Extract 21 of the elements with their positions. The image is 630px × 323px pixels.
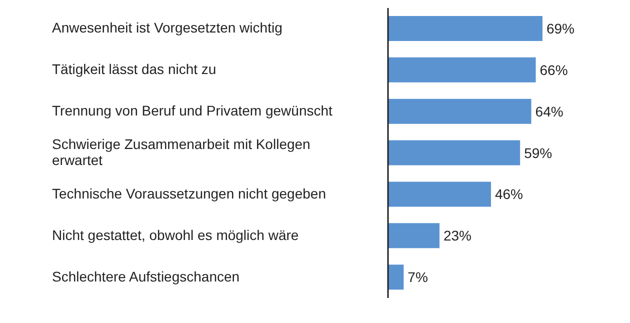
data-label: 59% [524,144,552,161]
bar [388,182,491,207]
data-label: 46% [494,186,524,202]
y-tick-label: Tätigkeit lässt das nicht zu [52,60,216,77]
bar [388,16,542,41]
bar [388,98,532,124]
y-tick-label: Schwierige Zusammenarbeit mit Kollegen erwartet [52,136,310,168]
y-tick-label: Anwesenheit ist Vorgesetzten wichtig [52,19,282,36]
bar [388,57,536,82]
data-label: 66% [540,62,568,78]
y-tick-label: Technische Voraussetzungen nicht gegeben [52,185,326,202]
y-tick-label: Nicht gestattet, obwohl es möglich wäre [52,226,299,243]
bar [388,264,404,290]
data-label: 7% [408,269,428,286]
data-label: 64% [535,103,564,120]
data-label: 69% [546,20,575,36]
y-tick-label: Trennung von Beruf und Privatem gewünscht [52,102,333,118]
bar [388,140,520,166]
bar [388,223,440,248]
y-tick-label: Schlechtere Aufstiegschancen [52,268,240,284]
data-label: 23% [443,228,472,244]
